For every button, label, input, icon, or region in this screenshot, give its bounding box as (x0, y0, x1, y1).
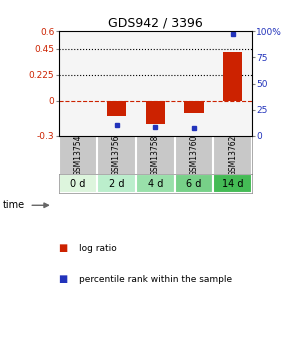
Text: GSM13760: GSM13760 (190, 134, 198, 176)
Text: percentile rank within the sample: percentile rank within the sample (79, 275, 232, 284)
Bar (107, 101, 126, 116)
Bar (184, 101, 204, 113)
Text: GSM13758: GSM13758 (151, 134, 160, 176)
Text: 14 d: 14 d (222, 179, 243, 189)
Text: 0 d: 0 d (70, 179, 86, 189)
Text: time: time (3, 200, 25, 210)
Text: GSM13756: GSM13756 (112, 134, 121, 176)
Text: GSM13754: GSM13754 (74, 134, 82, 176)
Bar (223, 52, 242, 101)
Bar (136, 174, 175, 193)
Text: ■: ■ (59, 275, 68, 284)
Bar (97, 174, 136, 193)
Text: log ratio: log ratio (79, 244, 117, 253)
Bar (59, 174, 97, 193)
Bar (175, 174, 213, 193)
Text: 4 d: 4 d (148, 179, 163, 189)
Text: 6 d: 6 d (186, 179, 202, 189)
Title: GDS942 / 3396: GDS942 / 3396 (108, 17, 203, 30)
Text: ■: ■ (59, 244, 68, 253)
Text: GSM13762: GSM13762 (228, 134, 237, 176)
Bar (213, 174, 252, 193)
Text: 2 d: 2 d (109, 179, 124, 189)
Bar (146, 101, 165, 124)
